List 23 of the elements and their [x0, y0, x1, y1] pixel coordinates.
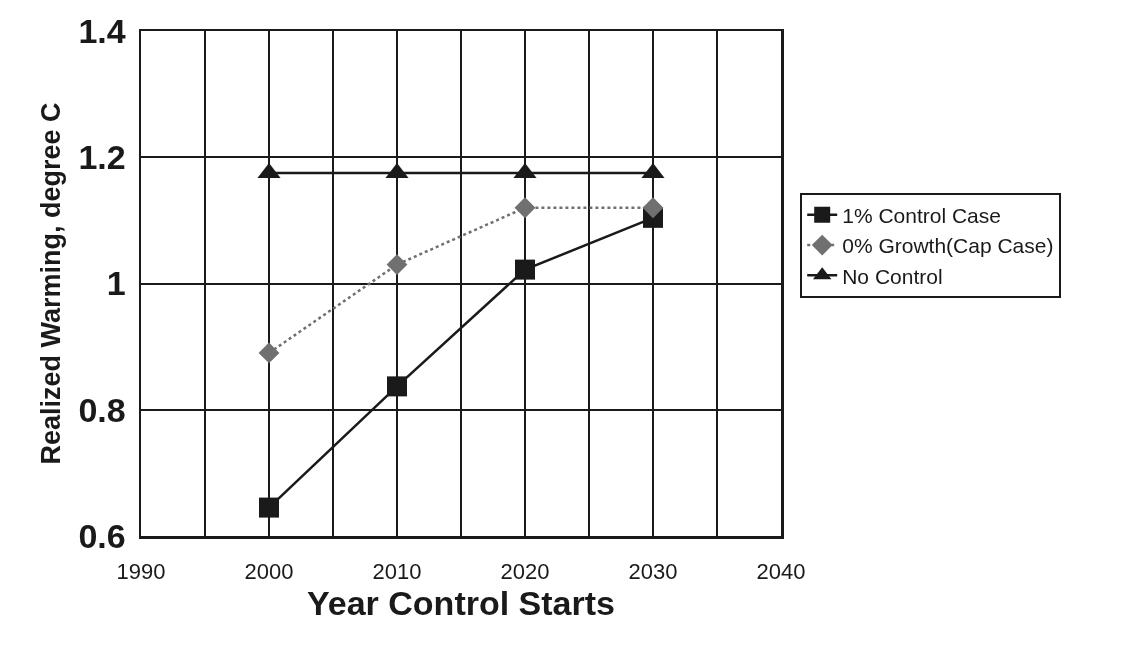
x-tick-label: 2040: [756, 558, 806, 584]
y-tick-label: 0.8: [78, 390, 126, 429]
y-tick-label: 0.6: [78, 516, 126, 555]
x-tick-label: 2020: [500, 558, 550, 584]
point: [515, 259, 535, 280]
legend-label: 1% Control Case: [842, 203, 1001, 227]
x-tick-label: 1990: [116, 558, 166, 584]
point: [386, 254, 408, 275]
point: [258, 342, 280, 364]
x-tick-label: 2010: [372, 558, 422, 584]
x-axis-title: Year Control Starts: [307, 583, 615, 622]
point: [259, 497, 279, 518]
legend-label: No Control: [842, 264, 943, 288]
point: [387, 376, 407, 397]
y-tick-label: 1: [106, 264, 126, 303]
y-tick-label: 1.4: [78, 11, 126, 50]
x-tick-label: 2000: [244, 558, 294, 584]
x-tick-label: 2030: [628, 558, 678, 584]
point: [642, 197, 664, 219]
legend-label: 0% Growth(Cap Case): [842, 234, 1054, 258]
y-axis-title: Realized Warming, degree C: [36, 102, 67, 465]
point: [514, 197, 536, 219]
y-tick-label: 1.2: [78, 138, 126, 177]
